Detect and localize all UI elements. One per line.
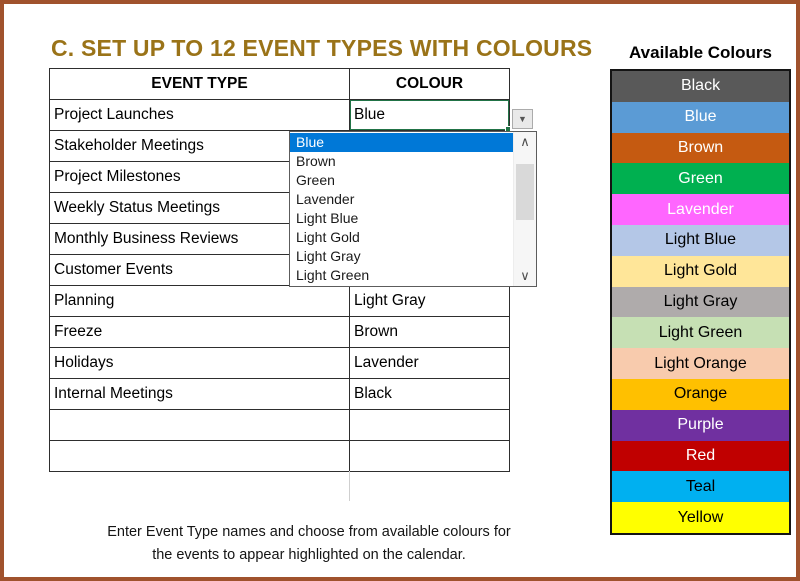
colour-swatch: Yellow <box>612 502 789 533</box>
event-type-cell[interactable]: Holidays <box>49 347 350 379</box>
event-type-cell[interactable]: Freeze <box>49 316 350 348</box>
dropdown-items: Blue Brown Green Lavender Light Blue Lig… <box>290 133 513 285</box>
colour-dropdown-list: Blue Brown Green Lavender Light Blue Lig… <box>289 131 537 287</box>
gridline-stub <box>349 471 350 501</box>
header-colour: COLOUR <box>349 68 510 100</box>
dropdown-item[interactable]: Lavender <box>296 191 355 207</box>
event-type-table: EVENT TYPE COLOUR Project Launches Blue … <box>49 68 510 472</box>
selected-colour-value: Blue <box>354 106 386 123</box>
table-row: Project Launches Blue <box>49 99 510 131</box>
dropdown-item[interactable]: Light Gray <box>296 248 361 264</box>
dropdown-item[interactable]: Brown <box>296 153 336 169</box>
colour-swatch: Teal <box>612 471 789 503</box>
footer-line-1: Enter Event Type names and choose from a… <box>107 524 511 540</box>
colour-swatch: Green <box>612 163 789 195</box>
colour-swatch: Red <box>612 440 789 472</box>
table-row: Freeze Brown <box>49 316 510 348</box>
event-type-cell[interactable]: Internal Meetings <box>49 378 350 410</box>
colour-cell[interactable] <box>349 440 510 472</box>
colour-swatch: Light Gray <box>612 286 789 318</box>
event-type-cell[interactable] <box>49 440 350 472</box>
colour-cell-selected[interactable]: Blue <box>349 99 510 131</box>
dropdown-item[interactable]: Light Blue <box>296 210 359 226</box>
colour-swatch: Light Gold <box>612 255 789 287</box>
colour-cell[interactable]: Light Gray <box>349 285 510 317</box>
dropdown-scrollbar[interactable]: ∧ ∨ <box>513 132 536 286</box>
page-title: C. SET UP TO 12 EVENT TYPES WITH COLOURS <box>51 35 593 61</box>
colour-swatch: Orange <box>612 378 789 410</box>
colour-swatch: Black <box>612 71 789 102</box>
table-row <box>49 440 510 472</box>
scrollbar-thumb[interactable] <box>516 164 534 220</box>
header-event-type: EVENT TYPE <box>49 68 350 100</box>
colour-swatch: Lavender <box>612 194 789 225</box>
event-type-cell[interactable]: Project Launches <box>49 99 350 131</box>
available-colours-heading: Available Colours <box>629 43 772 62</box>
dropdown-item[interactable]: Light Gold <box>296 229 360 245</box>
dropdown-item[interactable]: Green <box>296 172 335 188</box>
colour-swatch: Light Blue <box>612 224 789 256</box>
dropdown-item[interactable]: Blue <box>290 133 513 152</box>
colour-swatch: Blue <box>612 101 789 133</box>
footer-line-2: the events to appear highlighted on the … <box>152 547 466 563</box>
colour-cell[interactable]: Lavender <box>349 347 510 379</box>
colour-swatch: Purple <box>612 409 789 441</box>
dropdown-arrow-icon: ▼ <box>518 114 527 124</box>
footer-note: Enter Event Type names and choose from a… <box>44 521 574 567</box>
dropdown-item[interactable]: Light Green <box>296 267 370 283</box>
dropdown-button[interactable]: ▼ <box>512 109 533 129</box>
colour-cell[interactable] <box>349 409 510 441</box>
table-row <box>49 409 510 441</box>
table-row: Holidays Lavender <box>49 347 510 379</box>
colour-swatch: Light Green <box>612 317 789 349</box>
colour-swatch: Brown <box>612 132 789 164</box>
table-row: Planning Light Gray <box>49 285 510 317</box>
colour-cell[interactable]: Brown <box>349 316 510 348</box>
scroll-up-icon[interactable]: ∧ <box>520 134 530 149</box>
available-colours-panel: Black Blue Brown Green Lavender Light Bl… <box>610 69 791 535</box>
colour-swatch: Light Orange <box>612 348 789 379</box>
event-type-cell[interactable] <box>49 409 350 441</box>
table-row: Internal Meetings Black <box>49 378 510 410</box>
event-type-cell[interactable]: Planning <box>49 285 350 317</box>
scroll-down-icon[interactable]: ∨ <box>520 268 530 283</box>
table-header-row: EVENT TYPE COLOUR <box>49 68 510 100</box>
colour-cell[interactable]: Black <box>349 378 510 410</box>
